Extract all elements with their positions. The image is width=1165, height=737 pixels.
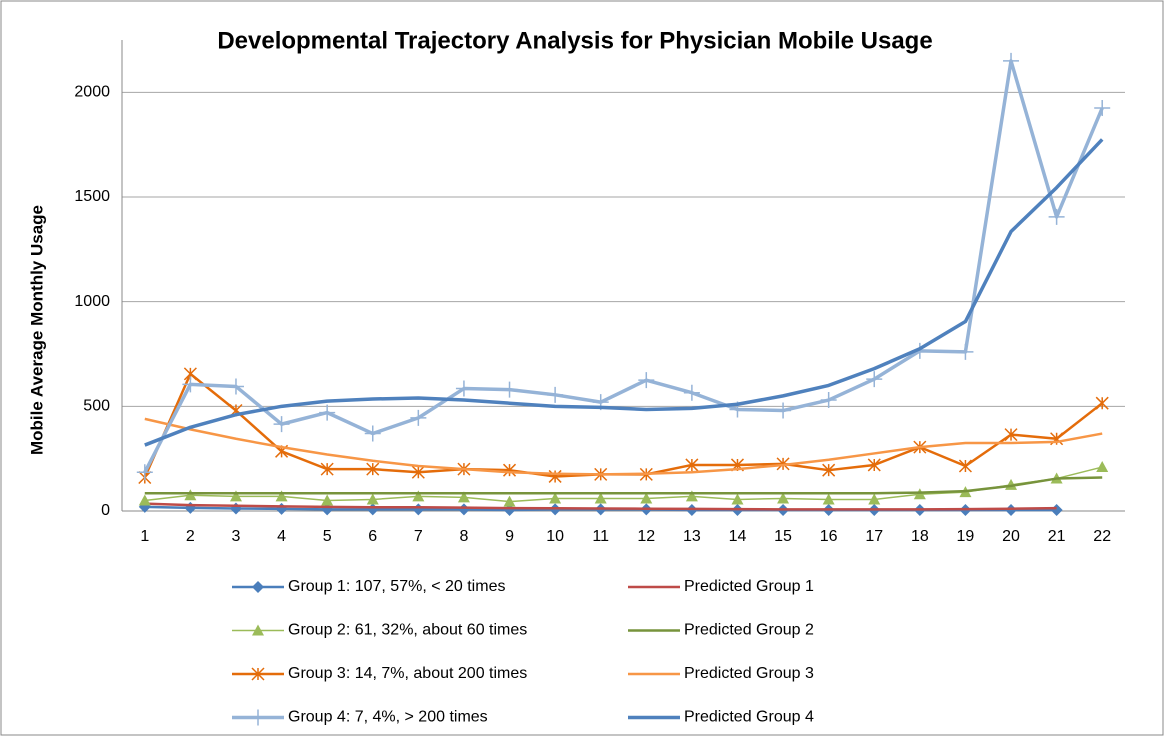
y-axis-label: Mobile Average Monthly Usage (27, 205, 46, 455)
marker (958, 459, 972, 473)
legend-label: Group 4: 7, 4%, > 200 times (288, 709, 488, 726)
series-line (144, 476, 1103, 495)
marker (182, 376, 199, 393)
x-tick-label: 19 (957, 528, 975, 545)
x-tick-label: 2 (186, 528, 195, 545)
marker (320, 462, 334, 476)
x-tick-label: 7 (414, 528, 423, 545)
marker (364, 425, 381, 442)
marker (868, 493, 881, 505)
x-tick-label: 8 (459, 528, 468, 545)
marker (501, 381, 518, 398)
marker (820, 392, 837, 409)
x-tick-label: 22 (1093, 528, 1111, 545)
series-line (144, 138, 1104, 447)
x-tick-label: 10 (546, 528, 564, 545)
legend-label: Predicted Group 4 (684, 709, 814, 726)
y-tick-label: 500 (83, 398, 110, 415)
marker (251, 667, 265, 681)
marker (822, 493, 835, 505)
marker (1003, 52, 1020, 69)
marker (1005, 503, 1018, 516)
marker (640, 492, 653, 504)
marker (867, 458, 881, 472)
marker (275, 490, 288, 502)
marker (273, 416, 290, 433)
chart-title: Developmental Trajectory Analysis for Ph… (217, 27, 932, 54)
marker (502, 463, 517, 477)
marker (957, 343, 974, 360)
marker (250, 709, 266, 726)
marker (457, 503, 470, 516)
y-tick-label: 1500 (74, 188, 110, 205)
marker (252, 581, 264, 593)
legend-label: Group 2: 61, 32%, about 60 times (288, 622, 527, 639)
marker (455, 380, 472, 397)
marker (321, 494, 334, 506)
x-tick-label: 11 (592, 528, 609, 545)
x-tick-label: 17 (865, 528, 883, 545)
marker (594, 492, 607, 504)
marker (866, 371, 883, 388)
marker (777, 492, 790, 504)
marker (1096, 461, 1109, 473)
y-tick-label: 2000 (74, 84, 110, 101)
marker (229, 490, 242, 502)
marker (1094, 100, 1111, 117)
marker (412, 490, 425, 502)
marker (731, 493, 744, 505)
marker (822, 463, 836, 477)
legend-label: Predicted Group 1 (684, 578, 814, 595)
x-tick-label: 9 (505, 528, 514, 545)
y-tick-label: 1000 (74, 293, 110, 310)
marker (549, 492, 562, 504)
marker (683, 384, 700, 401)
marker (1048, 208, 1065, 225)
marker (410, 409, 427, 426)
marker (319, 404, 336, 421)
marker (457, 491, 470, 503)
x-tick-label: 16 (820, 528, 838, 545)
x-tick-label: 4 (277, 528, 286, 545)
x-tick-label: 6 (368, 528, 377, 545)
marker (775, 402, 792, 419)
marker (138, 494, 151, 506)
x-tick-label: 20 (1002, 528, 1020, 545)
series-line (144, 417, 1103, 476)
x-tick-label: 21 (1048, 528, 1066, 545)
marker (638, 372, 655, 389)
marker (366, 493, 379, 505)
x-tick-label: 12 (637, 528, 655, 545)
marker (184, 489, 197, 501)
x-tick-label: 5 (323, 528, 332, 545)
legend-label: Predicted Group 3 (684, 665, 814, 682)
series-line (144, 466, 1103, 503)
legend-label: Group 3: 14, 7%, about 200 times (288, 665, 527, 682)
x-tick-label: 15 (774, 528, 792, 545)
legend-label: Group 1: 107, 57%, < 20 times (288, 578, 505, 595)
marker (1095, 396, 1109, 410)
x-tick-label: 1 (140, 528, 149, 545)
x-tick-label: 14 (729, 528, 747, 545)
marker (503, 495, 516, 507)
y-tick-label: 0 (101, 502, 110, 519)
legend-label: Predicted Group 2 (684, 622, 814, 639)
x-tick-label: 18 (911, 528, 929, 545)
marker (685, 458, 699, 472)
series-line (144, 502, 1057, 511)
marker (136, 464, 153, 481)
marker (252, 624, 264, 636)
x-tick-label: 3 (232, 528, 241, 545)
marker (411, 465, 425, 479)
marker (685, 490, 698, 502)
marker (547, 386, 564, 403)
marker (1004, 428, 1018, 442)
x-tick-label: 13 (683, 528, 701, 545)
series-line (143, 59, 1104, 474)
marker (227, 378, 244, 395)
marker (366, 462, 380, 476)
